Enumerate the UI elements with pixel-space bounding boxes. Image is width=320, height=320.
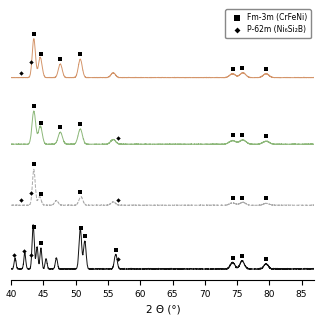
Legend: Fm-3m (CrFeNi), P-62m (Ni₆Si₂B): Fm-3m (CrFeNi), P-62m (Ni₆Si₂B) — [225, 9, 311, 38]
X-axis label: 2 Θ (°): 2 Θ (°) — [146, 304, 180, 315]
